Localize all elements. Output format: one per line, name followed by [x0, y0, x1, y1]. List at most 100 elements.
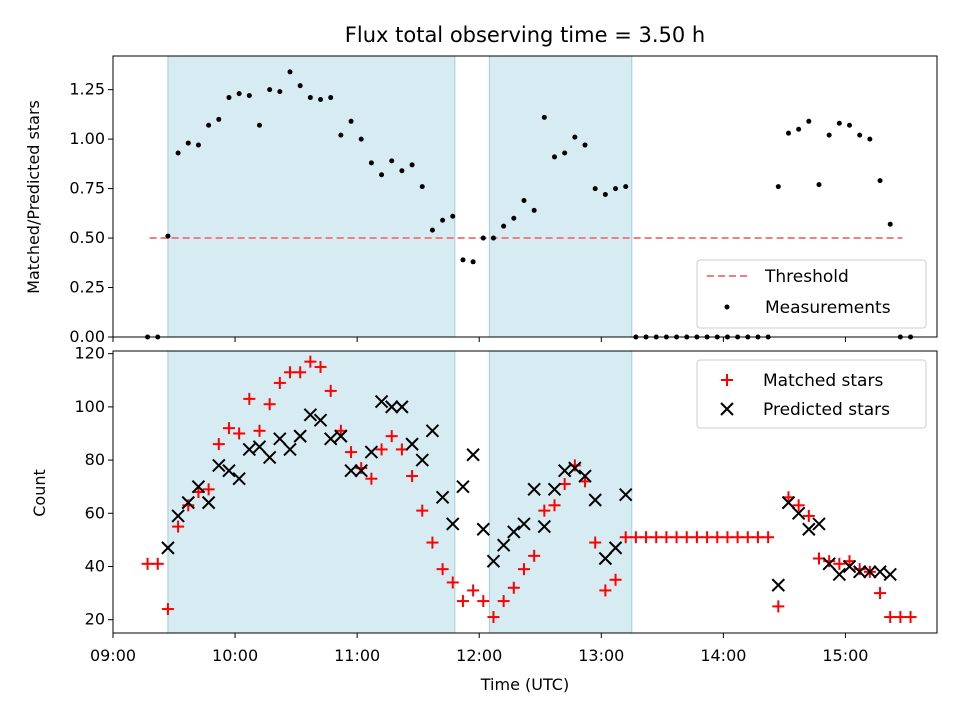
measurement-point [460, 257, 466, 263]
predicted-point [466, 448, 480, 462]
predicted-point [496, 538, 511, 552]
matched-point [772, 600, 785, 613]
predicted-point [568, 461, 582, 475]
measurement-point [867, 136, 873, 142]
matched-point [701, 531, 714, 544]
measurement-point [857, 132, 863, 138]
matched-point [172, 520, 185, 533]
count-y-label: Count [30, 469, 49, 517]
predicted-point [791, 506, 806, 520]
measurement-point [256, 122, 262, 128]
x-axis-label: Time (UTC) [480, 675, 569, 694]
count-x-tick-label: 13:00 [578, 646, 624, 665]
predicted-point [476, 522, 490, 536]
predicted-point [507, 525, 521, 539]
matched-point [680, 531, 693, 544]
legend-predicted-swatch [720, 402, 734, 416]
predicted-point [822, 557, 836, 571]
matched-point [314, 360, 327, 373]
matched-point [894, 611, 907, 624]
measurement-point [195, 142, 201, 148]
matched-point [690, 531, 703, 544]
predicted-point [374, 394, 389, 409]
predicted-point [385, 400, 399, 414]
matched-point [233, 427, 246, 440]
predicted-point [323, 432, 338, 446]
measurement-point [175, 150, 181, 156]
measurement-point [368, 160, 374, 166]
measurement-point [602, 192, 608, 198]
count-x-tick-label: 14:00 [700, 646, 746, 665]
count-x-tick-label: 12:00 [456, 646, 502, 665]
matched-point [874, 587, 887, 600]
matched-point [436, 563, 449, 576]
matched-point [751, 531, 764, 544]
measurement-point [399, 168, 405, 174]
ratio-axes-frame [112, 55, 938, 338]
ratio-panel: Flux total observing time = 3.50 h 0.000… [24, 23, 938, 346]
measurement-point [277, 89, 283, 95]
matched-point [263, 398, 276, 411]
measurement-point [623, 184, 629, 190]
count-legend: Matched stars Predicted stars [696, 359, 927, 429]
matched-point [426, 536, 439, 549]
predicted-point [334, 429, 348, 443]
matched-point [161, 603, 174, 616]
matched-point [711, 531, 724, 544]
predicted-point [588, 493, 602, 507]
measurement-point [389, 158, 395, 164]
predicted-point [283, 442, 297, 457]
count-y-tick-label: 100 [74, 397, 105, 416]
matched-point [304, 355, 317, 368]
count-y-tick-label: 20 [85, 610, 105, 629]
legend-predicted-label: Predicted stars [763, 400, 890, 420]
legend-measurements-swatch [724, 304, 730, 310]
observing-windows-top [167, 55, 633, 338]
matched-point [619, 531, 632, 544]
measurement-point [847, 122, 853, 128]
matched-point [548, 499, 561, 512]
predicted-point [863, 565, 877, 579]
measurement-point [562, 150, 568, 156]
measurement-point [836, 120, 842, 126]
matched-point [731, 531, 744, 544]
measurement-point [887, 221, 893, 227]
matched-point [141, 557, 154, 570]
matched-point [477, 595, 490, 608]
ratio-y-tick-label: 0.25 [69, 278, 105, 297]
count-y-tick-label: 120 [74, 344, 105, 363]
predicted-point [273, 432, 287, 446]
predicted-point [537, 519, 552, 534]
measurement-point [511, 215, 517, 221]
count-panel: 20 40 60 80 100 120 09:00 10:00 11:00 12:00 13:00… [30, 344, 938, 694]
predicted-point [303, 408, 318, 422]
matched-point [345, 446, 358, 459]
measurement-point [613, 186, 619, 192]
measurement-point [490, 235, 496, 241]
matched-point [904, 611, 917, 624]
measurement-point [419, 184, 425, 190]
matched-point [497, 595, 510, 608]
matched-point [456, 595, 469, 608]
legend-measurements-label: Measurements [765, 298, 891, 318]
predicted-point [364, 445, 379, 459]
predicted-point [344, 464, 358, 478]
predicted-point [852, 565, 867, 579]
measurement-point [297, 83, 303, 89]
matched-point [528, 549, 541, 562]
top-window-0 [167, 55, 456, 338]
matched-point [365, 472, 378, 485]
measurement-point [348, 118, 354, 124]
measurement-point [246, 93, 252, 99]
predicted-point [405, 437, 419, 451]
matched-point [599, 584, 612, 597]
chart-title: Flux total observing time = 3.50 h [345, 23, 705, 47]
predicted-point [578, 469, 592, 483]
count-legend-box [696, 359, 927, 429]
count-x-ticks: 09:00 10:00 11:00 12:00 13:00 14:00 15:00 [90, 633, 868, 665]
ratio-y-label: Matched/Predicted stars [24, 100, 43, 294]
matched-point [243, 392, 256, 405]
predicted-point [547, 482, 562, 497]
predicted-point [395, 400, 409, 414]
predicted-point [446, 517, 460, 531]
